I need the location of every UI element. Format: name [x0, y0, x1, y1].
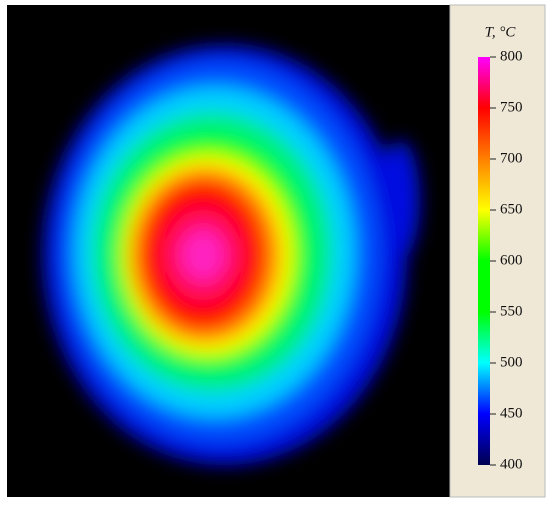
tick-label: 600 [500, 252, 523, 268]
tick-label: 550 [500, 303, 523, 319]
tick-label: 650 [500, 201, 523, 217]
colorbar [478, 57, 490, 465]
tick-label: 750 [500, 99, 523, 115]
thermal-blob [43, 45, 420, 465]
tick-label: 450 [500, 405, 523, 421]
tick-label: 800 [500, 48, 523, 64]
tick-label: 700 [500, 150, 523, 166]
tick-label: 500 [500, 354, 523, 370]
tick-label: 400 [500, 456, 523, 472]
colorbar-label: T, °C [485, 24, 517, 40]
colorbar-panel [449, 4, 546, 498]
